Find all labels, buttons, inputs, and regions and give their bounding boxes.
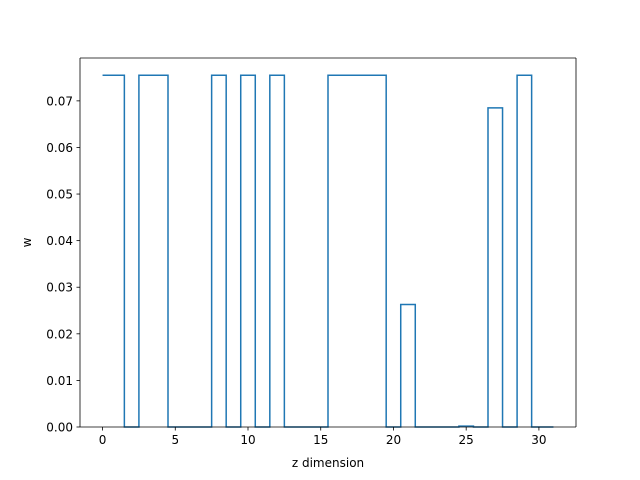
y-tick-label: 0.01 <box>46 374 73 388</box>
x-tick-label: 0 <box>99 433 107 447</box>
y-tick-label: 0.04 <box>46 234 73 248</box>
y-tick-label: 0.05 <box>46 188 73 202</box>
x-tick-label: 20 <box>386 433 401 447</box>
y-tick-label: 0.06 <box>46 141 73 155</box>
y-tick-label: 0.07 <box>46 94 73 108</box>
axes-layer: 0 5 10 15 20 25 30 0.00 0.01 0.02 0.03 0.04 0.05 0.06… <box>46 57 577 447</box>
x-tick-label: 15 <box>313 433 328 447</box>
x-tick-label: 5 <box>171 433 179 447</box>
y-tick-label: 0.02 <box>46 327 73 341</box>
y-axis-label: w <box>20 237 34 247</box>
x-tick-label: 25 <box>459 433 474 447</box>
x-tick-label: 10 <box>240 433 255 447</box>
x-tick-label: 30 <box>531 433 546 447</box>
y-tick-label: 0.00 <box>46 421 73 435</box>
x-axis-label: z dimension <box>292 456 364 470</box>
y-tick-label: 0.03 <box>46 281 73 295</box>
